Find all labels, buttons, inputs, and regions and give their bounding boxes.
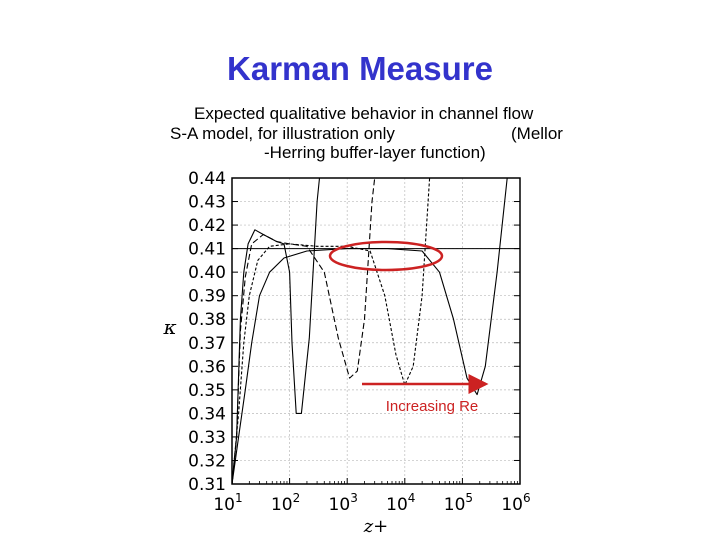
subtitle-line-2: S-A model, for illustration only <box>170 124 395 143</box>
slide-title: Karman Measure <box>227 50 493 87</box>
y-tick-label: 0.40 <box>188 263 226 283</box>
x-tick-label: 105 <box>444 491 473 515</box>
y-tick-label: 0.42 <box>188 216 226 236</box>
subtitle-line-4: -Herring buffer-layer function) <box>264 143 486 162</box>
x-axis-label: z+ <box>363 516 389 537</box>
y-tick-label: 0.32 <box>188 451 226 471</box>
annotation-label: Increasing Re <box>386 398 479 415</box>
plot-frame <box>231 177 521 485</box>
subtitle-line-3: (Mellor <box>511 124 563 143</box>
y-tick-label: 0.38 <box>188 310 226 330</box>
x-tick-label: 101 <box>213 491 242 515</box>
y-tick-label: 0.43 <box>188 193 226 213</box>
y-tick-label: 0.31 <box>188 475 226 495</box>
y-tick-label: 0.44 <box>188 169 226 189</box>
kappa-curve-4 <box>232 178 508 484</box>
y-tick-label: 0.34 <box>188 404 226 424</box>
kappa-curve-1 <box>232 178 321 484</box>
y-tick-label: 0.35 <box>188 381 226 401</box>
x-tick-label: 104 <box>386 491 415 515</box>
grid <box>231 177 521 485</box>
x-tick-label: 106 <box>501 491 530 515</box>
highlight-ellipse <box>328 240 444 272</box>
y-tick-label: 0.39 <box>188 287 226 307</box>
y-tick-label: 0.36 <box>188 357 226 377</box>
kappa-curve-3 <box>232 178 431 484</box>
x-tick-label: 103 <box>329 491 358 515</box>
x-tick-label: 102 <box>271 491 300 515</box>
y-axis-label: κ <box>162 315 176 339</box>
y-tick-label: 0.37 <box>188 334 226 354</box>
y-tick-label: 0.41 <box>188 240 226 260</box>
y-tick-label: 0.33 <box>188 428 226 448</box>
subtitle-line-1: Expected qualitative behavior in channel… <box>194 104 534 123</box>
